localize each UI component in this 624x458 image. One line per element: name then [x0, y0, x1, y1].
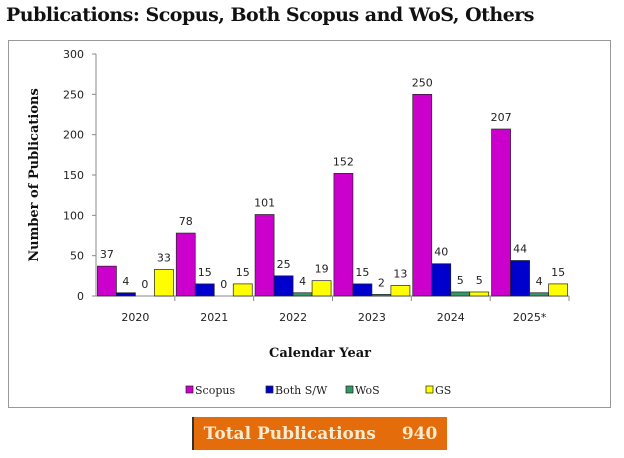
data-label: 2 [378, 276, 385, 289]
total-publications-banner: Total Publications 940 [192, 417, 447, 450]
data-label: 33 [157, 251, 171, 264]
chart-frame [8, 40, 611, 408]
legend-label: GS [435, 384, 451, 397]
page-title: Publications: Scopus, Both Scopus and Wo… [6, 4, 535, 26]
bar-wos [450, 291, 471, 297]
bar-both-s-w [431, 263, 452, 297]
total-label: Total Publications [203, 423, 376, 444]
data-label: 5 [457, 274, 464, 287]
data-label: 4 [536, 275, 543, 288]
bar-both-s-w [273, 275, 294, 297]
bar-gs [232, 283, 253, 297]
bar-wos [529, 292, 549, 297]
bar-scopus [175, 232, 196, 297]
y-axis-title: Number of Publications [27, 88, 42, 262]
data-label: 15 [355, 266, 369, 279]
data-label: 15 [236, 266, 250, 279]
data-label: 15 [551, 266, 565, 279]
data-label: 40 [434, 246, 448, 259]
data-label: 0 [141, 278, 148, 291]
bar-scopus [254, 214, 275, 297]
data-label: 0 [220, 278, 227, 291]
x-tick-label: 2024 [437, 311, 465, 324]
data-label: 44 [513, 243, 527, 256]
legend-label: WoS [355, 384, 380, 397]
bar-scopus [333, 173, 354, 297]
bar-scopus [412, 93, 433, 297]
y-tick-label: 250 [63, 88, 84, 101]
data-label: 15 [198, 266, 212, 279]
data-label: 250 [412, 76, 433, 89]
data-label: 37 [100, 248, 114, 261]
y-tick-label: 0 [77, 290, 84, 303]
data-label: 152 [333, 155, 354, 168]
bar-both-s-w [352, 283, 373, 297]
data-label: 5 [476, 274, 483, 287]
data-label: 78 [179, 215, 193, 228]
bar-gs [548, 283, 568, 297]
x-tick-label: 2022 [279, 311, 307, 324]
legend-swatch [345, 385, 354, 394]
legend-swatch [425, 385, 434, 394]
data-label: 25 [277, 258, 291, 271]
legend-label: Both S/W [275, 384, 328, 397]
bar-both-s-w [194, 283, 215, 297]
bar-gs [390, 285, 411, 297]
legend-label: Scopus [195, 384, 235, 397]
y-tick-label: 50 [70, 250, 84, 263]
x-tick-label: 2020 [121, 311, 149, 324]
data-label: 4 [122, 275, 129, 288]
bar-gs [469, 291, 490, 297]
y-tick-label: 200 [63, 129, 84, 142]
bar-wos [371, 294, 392, 297]
bar-both-s-w [510, 260, 530, 297]
data-label: 101 [254, 197, 275, 210]
x-tick-label: 2025* [513, 311, 547, 324]
bar-gs [311, 280, 332, 297]
legend-swatch [185, 385, 194, 394]
y-tick-label: 100 [63, 209, 84, 222]
x-tick-label: 2021 [200, 311, 228, 324]
data-label: 13 [393, 268, 407, 281]
total-value: 940 [401, 423, 438, 444]
data-label: 19 [315, 263, 329, 276]
bar-wos [292, 292, 313, 297]
y-tick-label: 300 [63, 48, 84, 61]
x-tick-label: 2023 [358, 311, 386, 324]
bar-scopus [491, 128, 511, 297]
y-tick-label: 150 [63, 169, 84, 182]
bar-gs [154, 269, 174, 297]
legend-swatch [265, 385, 274, 394]
bar-both-s-w [116, 292, 136, 297]
data-label: 4 [299, 275, 306, 288]
data-label: 207 [491, 111, 512, 124]
x-axis-title: Calendar Year [269, 346, 371, 361]
bar-scopus [97, 265, 117, 297]
